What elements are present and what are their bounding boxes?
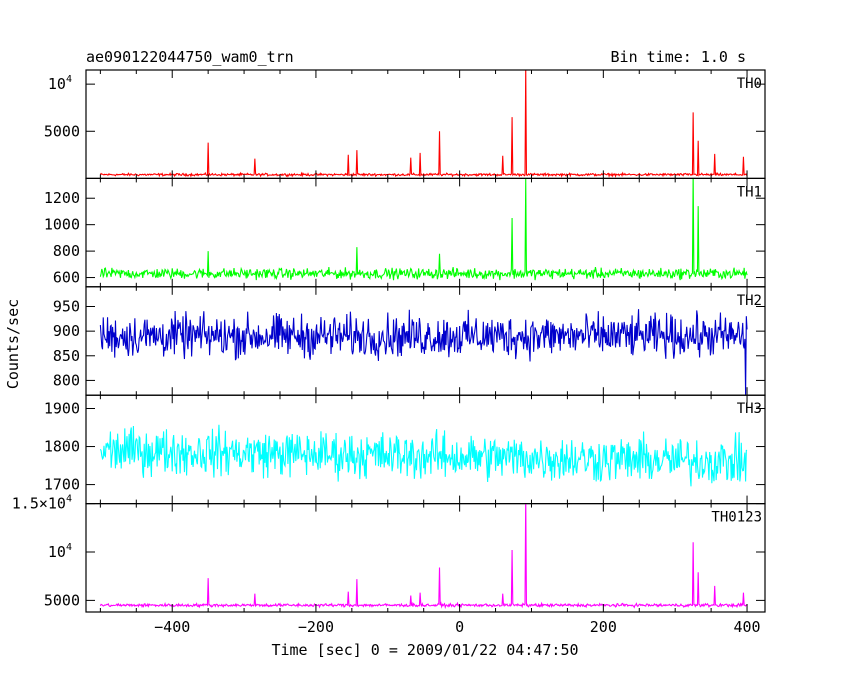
y-tick-label: 1000: [44, 216, 80, 234]
y-tick-label: 800: [53, 371, 80, 389]
y-tick-label: 5000: [44, 591, 80, 609]
series-th2: [99, 309, 748, 396]
y-tick-label: 800: [53, 242, 80, 260]
panel-frame-th1: [85, 177, 766, 288]
y-tick-label: 1200: [44, 189, 80, 207]
y-tick-label: 1.5×104: [12, 494, 72, 513]
x-axis-label: Time [sec] 0 = 2009/01/22 04:47:50: [271, 641, 578, 659]
x-tick-label: 0: [455, 618, 464, 636]
y-tick-label: 950: [53, 298, 80, 316]
y-tick-label: 850: [53, 347, 80, 365]
series-th0: [99, 70, 748, 178]
y-tick-label: 1900: [44, 400, 80, 418]
series-th0123: [99, 503, 748, 610]
series-th3: [99, 424, 748, 487]
y-tick-label: 900: [53, 322, 80, 340]
chart-title: ae090122044750_wam0_trn: [86, 48, 294, 66]
x-tick-label: −400: [154, 618, 190, 636]
bin-time-label: Bin time: 1.0 s: [611, 48, 746, 66]
y-tick-label: 5000: [44, 122, 80, 140]
y-tick-label: 104: [48, 74, 72, 93]
panel-frame-th0: [85, 69, 766, 180]
panel-label-th2: TH2: [737, 293, 762, 309]
x-tick-label: 200: [590, 618, 617, 636]
panel-label-th3: TH3: [737, 401, 762, 417]
panel-label-th0123: TH0123: [711, 510, 762, 526]
y-tick-label: 600: [53, 269, 80, 287]
y-tick-label: 1700: [44, 476, 80, 494]
x-tick-label: 400: [733, 618, 760, 636]
panel-label-th0: TH0: [737, 76, 762, 92]
panels-group: 5000 104 TH0 600 800 1000 1200 TH1 800 850 900 950 T…: [12, 69, 766, 636]
y-tick-label: 1800: [44, 438, 80, 456]
y-axis-label: Counts/sec: [4, 299, 22, 389]
x-tick-label: −200: [298, 618, 334, 636]
panel-label-th1: TH1: [737, 184, 762, 200]
y-tick-label: 104: [48, 542, 72, 561]
series-th1: [99, 178, 748, 281]
panel-frame-th0123: [85, 503, 766, 613]
